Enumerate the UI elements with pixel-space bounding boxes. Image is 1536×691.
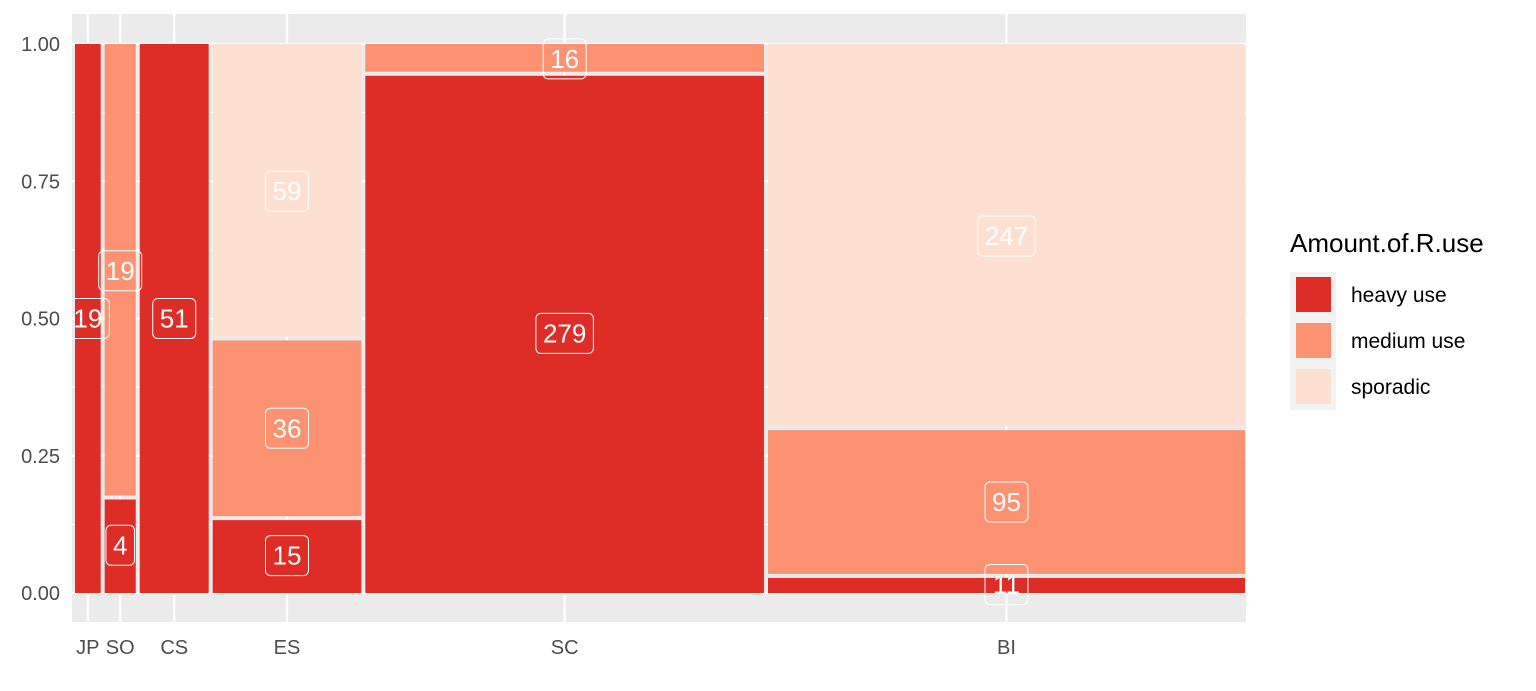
legend-label: medium use <box>1351 330 1465 353</box>
x-tick-label: SC <box>551 637 579 659</box>
tile-label-box <box>65 298 110 339</box>
mosaic-tile <box>767 577 1245 593</box>
y-tick-label: 1.00 <box>21 34 60 56</box>
tile-label-text: 4 <box>113 530 127 560</box>
tile-label-box <box>984 563 1029 605</box>
legend-label: heavy use <box>1351 284 1447 307</box>
tile-label-box <box>105 524 135 566</box>
tile-label: 279 <box>535 312 594 354</box>
x-tick-label: SO <box>106 637 135 659</box>
tile-label: 16 <box>542 38 587 80</box>
tile-label: 51 <box>152 298 197 339</box>
mosaic-tile <box>139 44 209 593</box>
legend: Amount.of.R.use heavy use medium use spora… <box>1290 228 1484 410</box>
tile-label-box <box>265 407 309 449</box>
tile-label-text: 36 <box>273 413 302 443</box>
data-labels: 19 4 19 51 15 36 59 279 16 11 95 247 <box>65 38 1036 605</box>
tile-label: 59 <box>265 170 309 212</box>
tile-label-box <box>265 535 309 577</box>
mosaic-tile <box>212 520 362 593</box>
tile-label: 4 <box>105 524 135 566</box>
legend-swatch <box>1296 369 1331 404</box>
tile-label-text: 59 <box>273 176 302 206</box>
mosaic-tile <box>212 44 362 337</box>
tile-label: 19 <box>98 250 143 292</box>
y-axis: 0.00 0.25 0.50 0.75 1.00 <box>21 34 60 605</box>
mosaic-tile <box>212 340 362 517</box>
tile-label-box <box>984 481 1029 523</box>
tile-label: 11 <box>984 563 1029 605</box>
x-axis: JP SO CS ES SC BI <box>76 637 1016 659</box>
x-tick-label: ES <box>274 637 301 659</box>
tile-label-text: 247 <box>985 221 1028 251</box>
y-tick-label: 0.75 <box>21 171 60 193</box>
tile-label-text: 11 <box>993 569 1020 599</box>
tile-label-text: 51 <box>160 304 189 334</box>
mosaic-tile <box>365 44 764 72</box>
mosaic-tile <box>767 44 1245 427</box>
x-tick-label: BI <box>997 637 1016 659</box>
tile-label-text: 15 <box>273 541 302 571</box>
tile-label-box <box>535 312 594 354</box>
tile-label: 247 <box>977 215 1036 257</box>
tile-label-box <box>98 250 143 292</box>
y-tick-label: 0.25 <box>21 446 60 468</box>
tile-label-box <box>152 298 197 339</box>
tile-label-box <box>265 170 309 212</box>
mosaic-tile <box>104 44 136 496</box>
legend-title: Amount.of.R.use <box>1290 228 1484 258</box>
tile-label-box <box>542 38 587 80</box>
legend-label: sporadic <box>1351 376 1430 399</box>
y-tick-label: 0.00 <box>21 583 60 605</box>
mosaic-tile <box>767 430 1245 574</box>
tile-label-text: 19 <box>73 304 102 334</box>
tile-label: 36 <box>265 407 309 449</box>
mosaic-tile <box>104 499 136 593</box>
tile-label-text: 19 <box>106 256 135 286</box>
tile-label-box <box>977 215 1036 257</box>
mosaic-tiles <box>75 44 1245 594</box>
x-tick-label: CS <box>160 637 188 659</box>
tile-label: 95 <box>984 481 1029 523</box>
legend-swatch <box>1296 277 1331 312</box>
tile-label-text: 16 <box>550 44 579 74</box>
tile-label: 19 <box>65 298 110 339</box>
tile-label-text: 279 <box>543 318 586 348</box>
y-tick-label: 0.50 <box>21 309 60 331</box>
x-tick-label: JP <box>76 637 99 659</box>
tile-label: 15 <box>265 535 309 577</box>
tile-label-text: 95 <box>992 487 1021 517</box>
legend-swatch <box>1296 323 1331 358</box>
mosaic-tile <box>75 44 101 593</box>
mosaic-tile <box>365 75 764 594</box>
